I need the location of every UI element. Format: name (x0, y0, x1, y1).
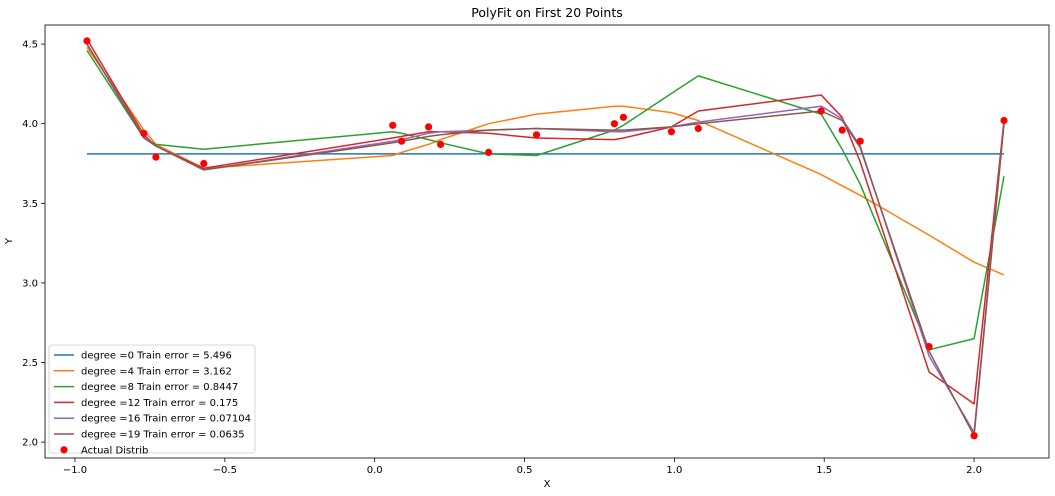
legend-label: degree =12 Train error = 0.175 (81, 398, 238, 409)
data-point (398, 137, 406, 145)
series-line-2 (86, 50, 1005, 351)
legend-swatch (60, 446, 68, 454)
series-line-1 (86, 46, 1005, 276)
data-point (667, 128, 676, 136)
legend-label: degree =4 Train error = 3.162 (81, 366, 232, 377)
x-tick-label: 2.0 (966, 465, 982, 476)
data-point (425, 123, 433, 131)
data-point (925, 343, 933, 351)
data-point (694, 124, 702, 133)
data-point (140, 129, 148, 137)
y-tick-label: 2.0 (22, 438, 38, 449)
chart-title: PolyFit on First 20 Points (471, 5, 623, 20)
data-point (970, 432, 978, 440)
data-point (485, 148, 493, 156)
y-axis-label: Y (4, 237, 15, 245)
y-tick-label: 4.0 (22, 119, 38, 130)
data-point (389, 121, 397, 129)
data-point (610, 120, 619, 128)
data-point (532, 131, 541, 139)
legend-box (48, 344, 256, 454)
plot-area (83, 37, 1008, 440)
legend: degree =0 Train error = 5.496 degree =4 T… (48, 344, 256, 456)
y-tick-label: 2.5 (22, 358, 38, 369)
x-tick-label: 0.0 (367, 465, 383, 476)
data-point (1000, 116, 1008, 125)
data-point (619, 113, 628, 121)
x-tick-label: −1.0 (63, 465, 87, 476)
data-point (83, 37, 91, 45)
legend-label: degree =19 Train error = 0.0635 (81, 430, 245, 441)
y-tick-label: 3.0 (22, 278, 38, 289)
y-tick-label: 3.5 (22, 199, 38, 210)
legend-label: degree =0 Train error = 5.496 (81, 351, 232, 362)
legend-label: degree =8 Train error = 0.8447 (81, 382, 238, 393)
data-point (437, 140, 445, 148)
x-axis-label: X (544, 479, 551, 490)
axes-frame (44, 24, 1050, 459)
data-point (817, 107, 825, 115)
series-line-3 (86, 38, 1005, 405)
x-tick-label: −0.5 (213, 465, 237, 476)
data-point (200, 159, 208, 168)
axes: −1.0 −0.5 0.0 0.5 1.0 1.5 2.0 2.0 2.5 3.0 3.5 4.0 4.… (22, 24, 1050, 476)
data-point (838, 126, 846, 134)
legend-label: Actual Distrib (81, 445, 148, 456)
x-tick-label: 0.5 (517, 465, 533, 476)
data-point (152, 153, 160, 161)
x-tick-label: 1.5 (816, 465, 832, 476)
y-tick-label: 4.5 (22, 40, 38, 51)
x-tick-label: 1.0 (666, 465, 682, 476)
data-point (856, 137, 864, 145)
legend-label: degree =16 Train error = 0.07104 (81, 414, 251, 425)
